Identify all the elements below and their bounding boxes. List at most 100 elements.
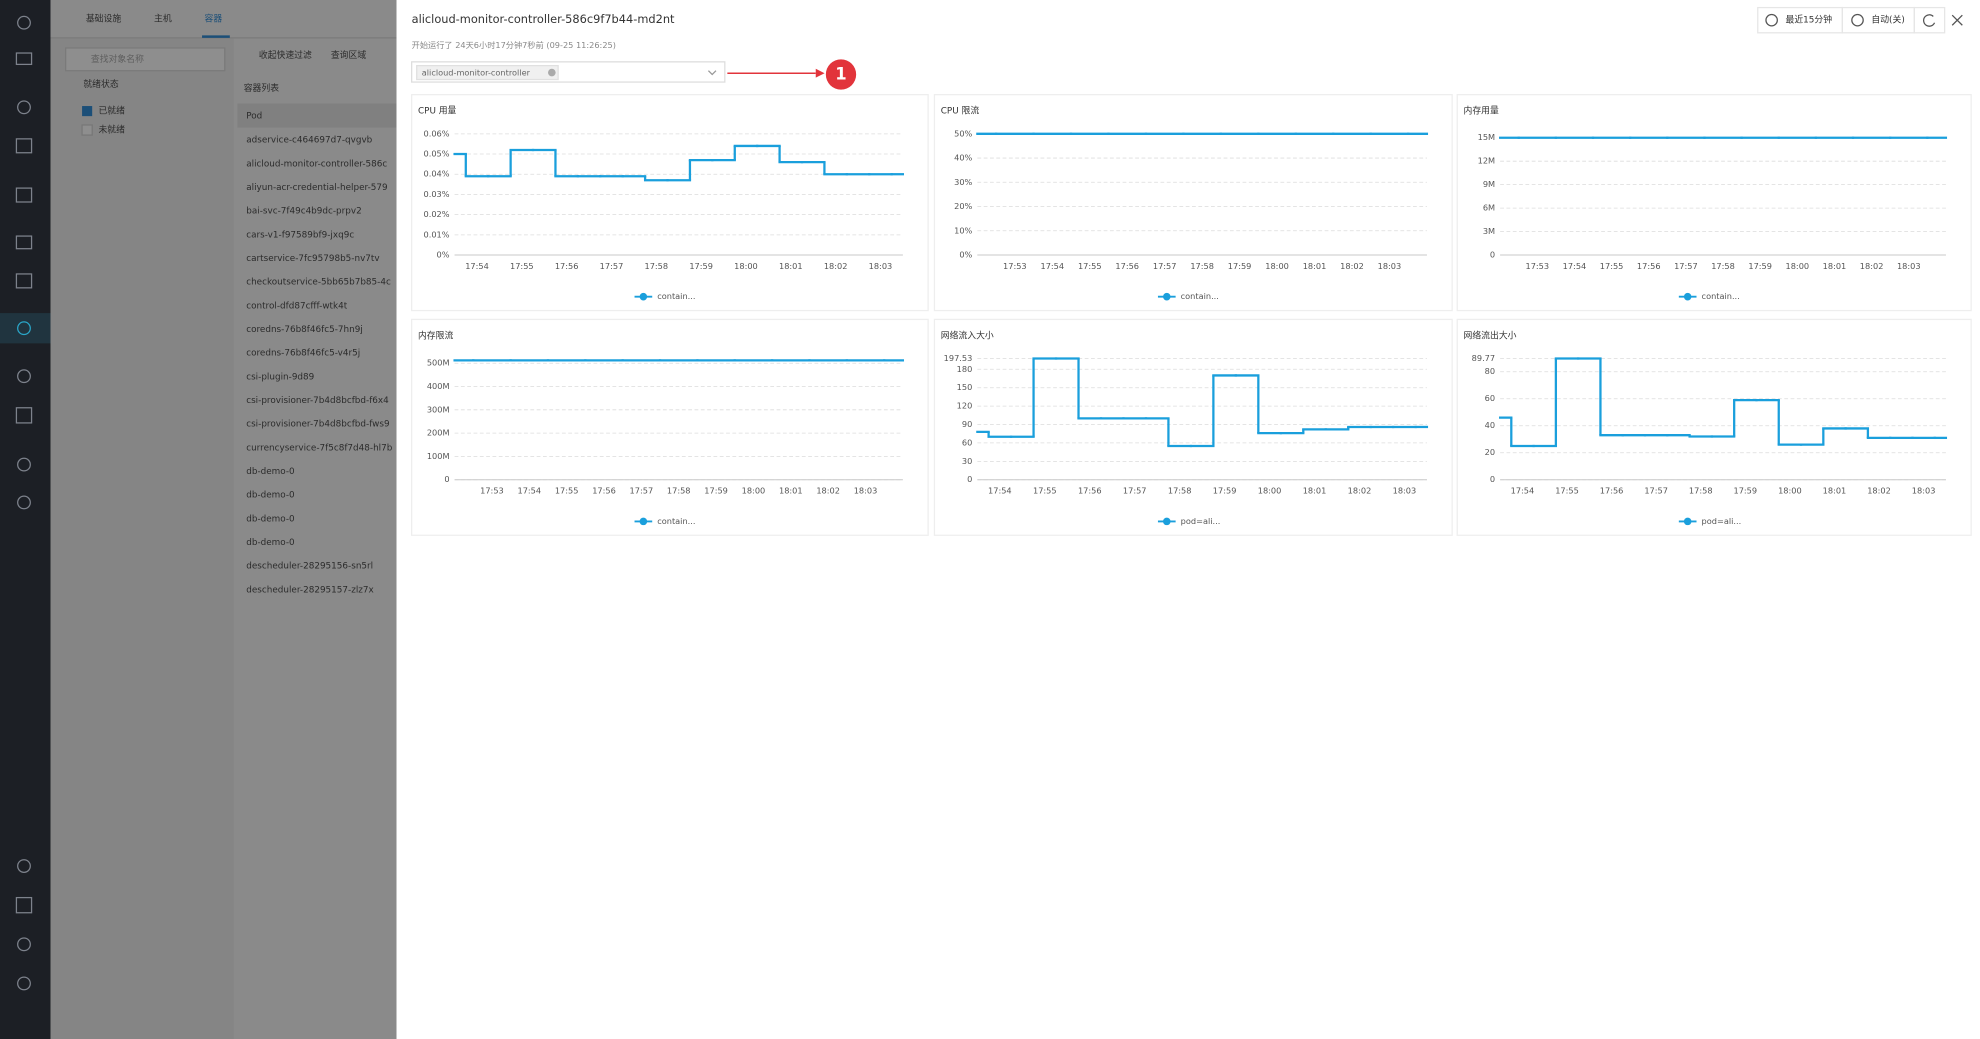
x-tick-label: 17:58 (1168, 486, 1192, 496)
y-tick-label: 80 (1485, 366, 1495, 376)
chart-title: 内存用量 (1464, 105, 1499, 117)
legend-label[interactable]: contain... (1181, 291, 1219, 301)
pod-row[interactable]: control-dfd87cfff-wtk4t (246, 301, 348, 311)
pod-row[interactable]: db-demo-0 (246, 538, 295, 548)
pod-row[interactable]: currencyservice-7f5c8f7d48-hl7b (246, 443, 393, 453)
time-range-button[interactable] (1757, 6, 1843, 34)
checkbox-checked[interactable] (82, 106, 93, 117)
auto-refresh-button[interactable] (1841, 6, 1915, 34)
pod-row[interactable]: descheduler-28295157-zlz7x (246, 585, 374, 595)
x-tick-label: 17:54 (1563, 261, 1587, 271)
x-tick-label: 18:03 (1912, 486, 1936, 496)
chart-card: 内存限流 0 100M 200M 300M 400M 500M 17:53 17:54 17:55… (411, 318, 929, 536)
legend-label[interactable]: contain... (1702, 291, 1740, 301)
tab[interactable]: 基础设施 (86, 12, 121, 24)
refresh-icon (1923, 14, 1936, 27)
y-tick-label: 197.53 (944, 353, 973, 363)
legend-marker (1683, 292, 1692, 301)
y-tick-label: 40% (954, 153, 972, 163)
auto-refresh: 自动(关) (1871, 14, 1904, 26)
filter-title: 就绪状态 (83, 78, 118, 90)
select-tag (416, 65, 559, 81)
pod-row[interactable]: alicloud-monitor-controller-586c (246, 159, 387, 169)
close-button[interactable] (1951, 14, 1963, 26)
y-tick-label: 0 (967, 474, 972, 484)
y-tick-label: 60 (1485, 393, 1495, 403)
x-tick-label: 18:02 (1348, 486, 1372, 496)
pod-row[interactable]: aliyun-acr-credential-helper-579 (246, 183, 387, 193)
x-tick-label: 17:57 (1644, 486, 1668, 496)
y-tick-label: 20 (1485, 447, 1495, 457)
pod-row[interactable]: coredns-76b8f46fc5-7hn9j (246, 325, 363, 335)
select-chevron (707, 70, 717, 76)
legend-label[interactable]: pod=ali... (1702, 516, 1742, 526)
x-tick-label: 17:59 (1734, 486, 1758, 496)
x-tick-label: 18:02 (816, 486, 840, 496)
x-tick-label: 17:56 (1600, 486, 1624, 496)
pod-row[interactable]: db-demo-0 (246, 491, 295, 501)
x-tick-label: 18:03 (1897, 261, 1921, 271)
filter-option[interactable]: 未就绪 (98, 124, 125, 136)
x-tick-label: 18:02 (1867, 486, 1891, 496)
y-tick-label: 0 (1490, 250, 1495, 260)
x-tick-label: 18:00 (1258, 486, 1282, 496)
select-tag-text: alicloud-monitor-controller (422, 68, 531, 78)
y-tick-label: 0.02% (424, 209, 450, 219)
chart-card: 内存用量 0 3M 6M 9M 12M 15M 17:53 17:54 17:55 17:56 17:… (1456, 94, 1972, 312)
x-tick-label: 17:55 (1555, 486, 1579, 496)
y-tick-label: 30 (962, 456, 972, 466)
checkbox[interactable] (81, 124, 93, 136)
pod-row[interactable]: csi-plugin-9d89 (246, 372, 314, 382)
pod-row[interactable]: adservice-c464697d7-qvgvb (246, 136, 372, 146)
x-tick-label: 17:55 (510, 261, 534, 271)
annotation-arrowhead (815, 68, 825, 78)
pod-row[interactable]: coredns-76b8f46fc5-v4r5j (246, 349, 360, 359)
legend-label[interactable]: contain... (657, 516, 695, 526)
pod-row[interactable]: descheduler-28295156-sn5rl (246, 562, 373, 572)
pod-row[interactable]: cartservice-7fc95798b5-nv7tv (246, 254, 379, 264)
x-tick-label: 18:02 (824, 261, 848, 271)
x-tick-label: 18:01 (1303, 261, 1327, 271)
y-tick-label: 500M (427, 358, 450, 368)
search-box[interactable] (65, 47, 226, 72)
pod-row[interactable]: db-demo-0 (246, 514, 295, 524)
legend-label[interactable]: contain... (657, 291, 695, 301)
x-tick-label: 18:03 (854, 486, 878, 496)
x-tick-label: 17:57 (1674, 261, 1698, 271)
x-tick-label: 18:01 (779, 261, 803, 271)
y-tick-label: 150 (957, 382, 973, 392)
column-header[interactable]: Pod (246, 112, 262, 122)
pod-row[interactable]: csi-provisioner-7b4d8bcfbd-fws9 (246, 420, 389, 430)
annotation-badge (825, 59, 857, 90)
card-frame (1456, 318, 1972, 536)
x-tick-label: 17:58 (1689, 486, 1713, 496)
drawer-title: alicloud-monitor-controller-586c9f7b44-m… (412, 12, 675, 26)
tab-active[interactable]: 容器 (205, 12, 223, 24)
x-tick-label: 18:02 (1340, 261, 1364, 271)
y-tick-label: 100M (427, 451, 450, 461)
clock-icon (1765, 13, 1778, 27)
chart-card: CPU 用量 0% 0.01% 0.02% 0.03% 0.04% 0.05% 0.06% 17… (411, 94, 929, 312)
list-title: 容器列表 (244, 82, 279, 94)
toolbar-button[interactable]: 收起快速过滤 (259, 49, 312, 61)
tag-remove[interactable] (548, 68, 556, 77)
filter-panel (50, 37, 234, 1039)
pod-row[interactable]: checkoutservice-5bb65b7b85-4c (246, 278, 391, 288)
x-tick-label: 17:57 (600, 261, 624, 271)
card-frame (1456, 94, 1972, 312)
x-tick-label: 17:56 (592, 486, 616, 496)
pod-row[interactable]: csi-provisioner-7b4d8bcfbd-f6x4 (246, 396, 389, 406)
y-tick-label: 50% (954, 128, 972, 138)
pod-row[interactable]: db-demo-0 (246, 467, 295, 477)
tab[interactable]: 主机 (154, 12, 172, 24)
legend-marker (1162, 517, 1171, 526)
card-frame (411, 94, 929, 312)
refresh-button[interactable] (1913, 6, 1946, 34)
filter-option[interactable]: 已就绪 (98, 105, 125, 117)
x-tick-label: 17:59 (1748, 261, 1772, 271)
pod-row[interactable]: bai-svc-7f49c4b9dc-prpv2 (246, 207, 362, 217)
pod-row[interactable]: cars-v1-f97589bf9-jxq9c (246, 230, 354, 240)
toolbar-button[interactable]: 查询区域 (331, 49, 366, 61)
legend-label[interactable]: pod=ali... (1181, 516, 1221, 526)
